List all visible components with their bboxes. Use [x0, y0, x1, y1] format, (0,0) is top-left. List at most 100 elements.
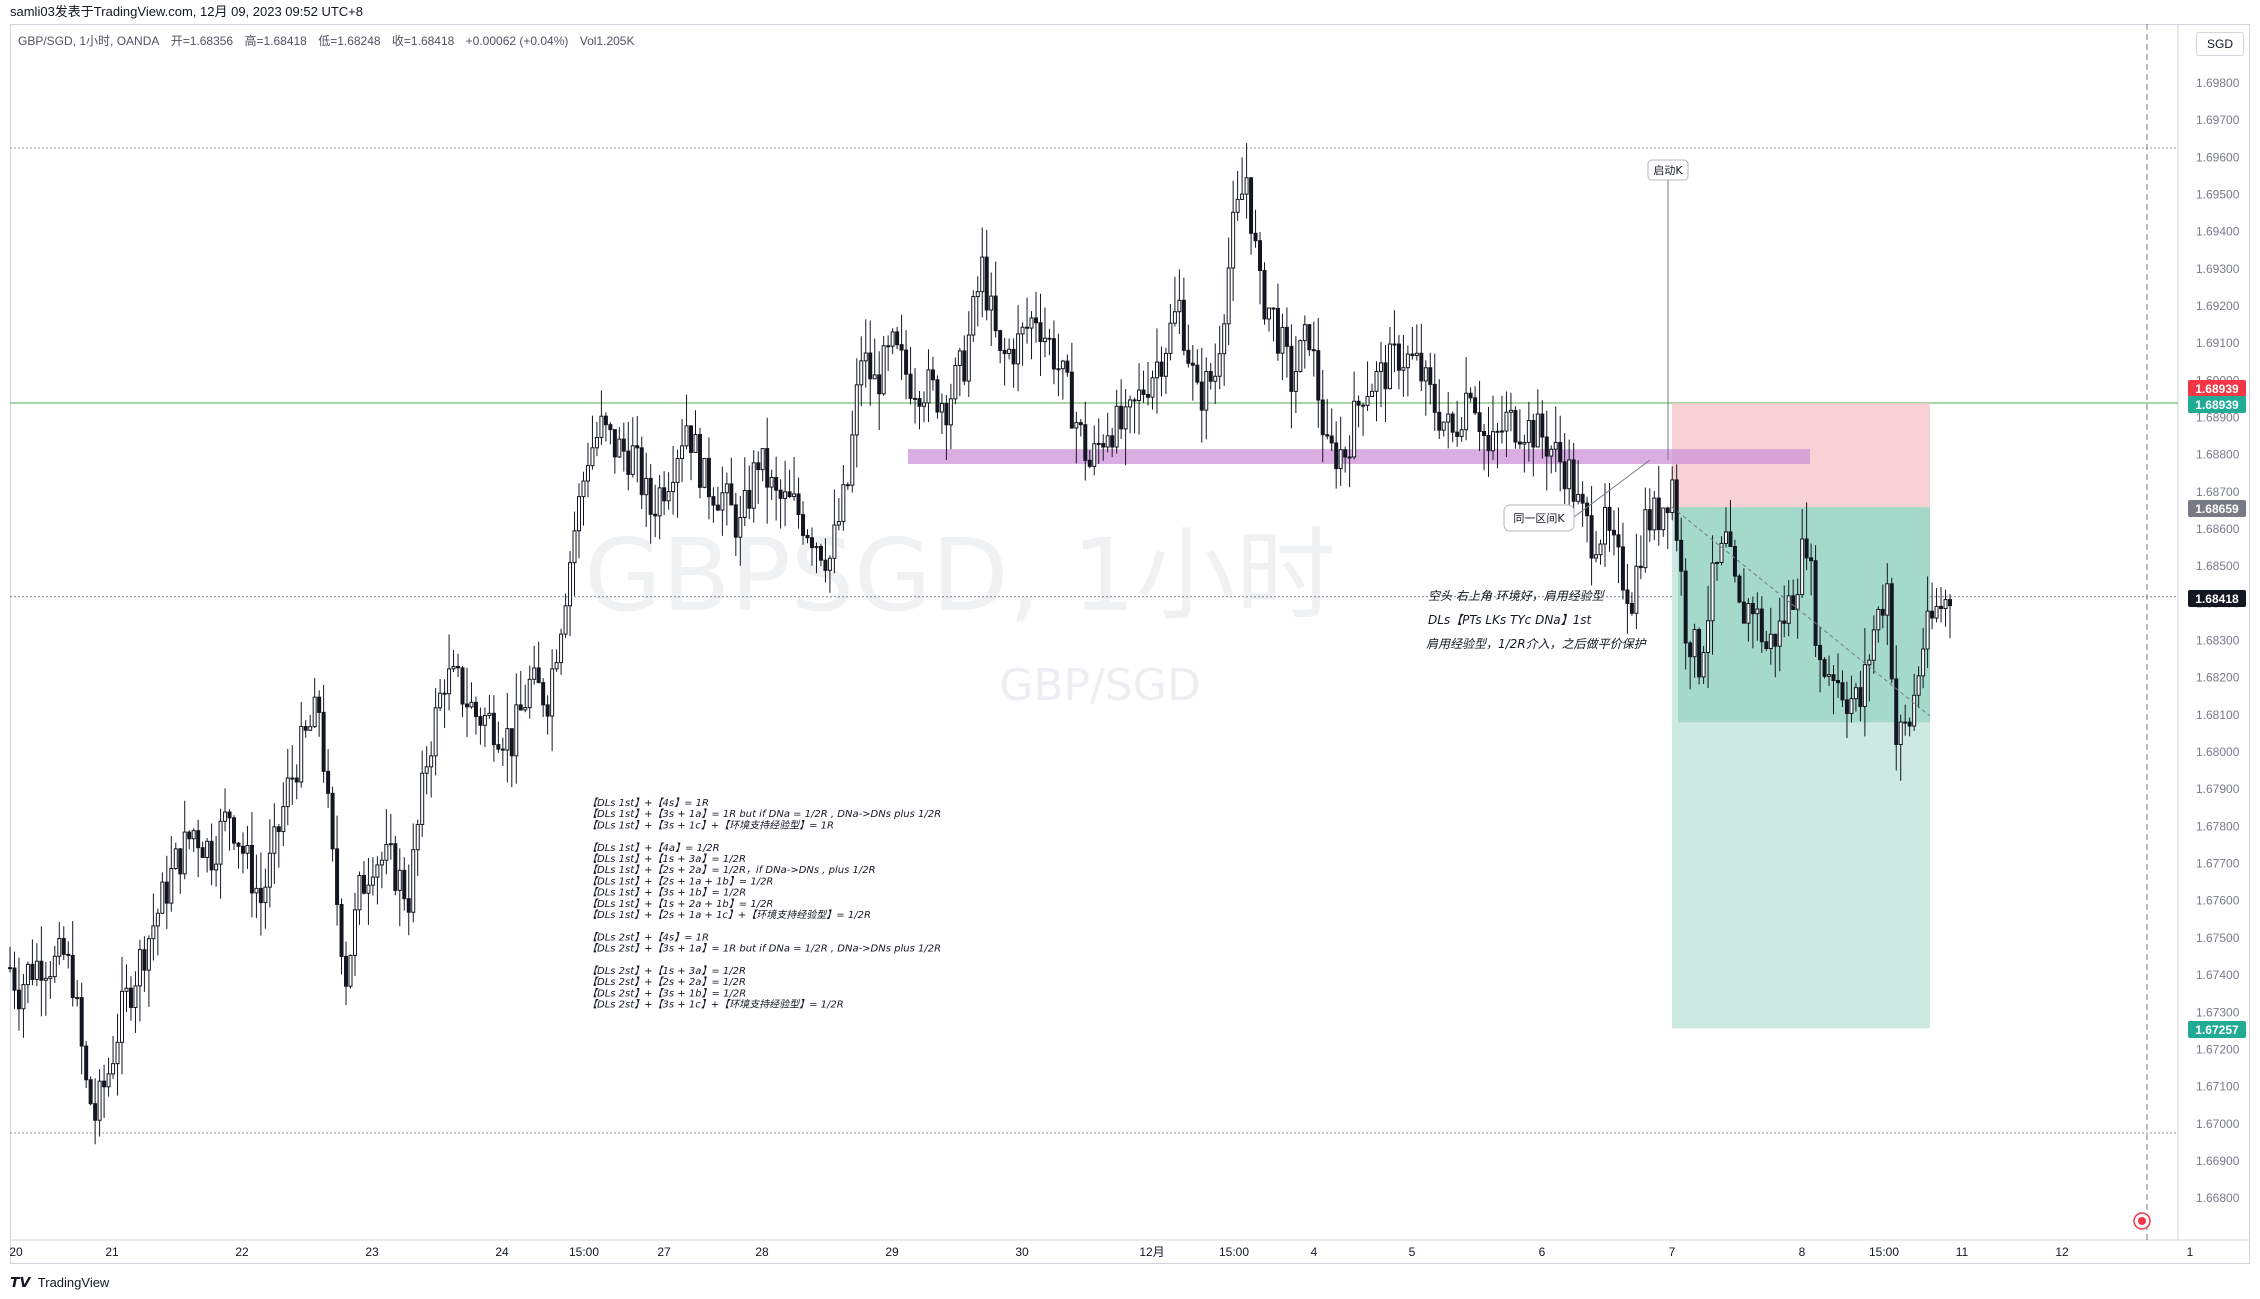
candle-up — [1862, 664, 1867, 707]
candle-down — [1858, 687, 1863, 707]
candle-down — [662, 487, 667, 502]
candle-down — [1307, 324, 1312, 351]
candle-down — [1078, 422, 1083, 426]
candle-up — [554, 662, 559, 670]
candle-up — [1535, 413, 1540, 448]
candle-down — [442, 692, 447, 695]
candle-down — [944, 402, 949, 426]
rules-note-line: 【DLs 2st】+【3s + 1b】= 1/2R — [587, 987, 746, 999]
candle-up — [1934, 605, 1939, 619]
candle-up — [872, 374, 877, 380]
candle-up — [863, 352, 868, 362]
candle-down — [1585, 502, 1590, 517]
candle-up — [115, 1041, 120, 1065]
candle-down — [1284, 326, 1289, 347]
candle-up — [1298, 340, 1303, 373]
price-label: 1.68939 — [2195, 398, 2239, 412]
candle-down — [1728, 531, 1733, 548]
candle-up — [1661, 507, 1666, 531]
candle-up — [1549, 448, 1554, 457]
legend-volume: Vol1.205K — [579, 34, 635, 48]
candle-up — [724, 483, 729, 494]
candle-down — [84, 1045, 89, 1081]
candle-up — [133, 985, 138, 1008]
rules-note-line: 【DLs 1st】+【3s + 1a】= 1R but if DNa = 1/2… — [587, 808, 941, 820]
candle-down — [294, 777, 299, 783]
candle-up — [599, 415, 604, 439]
callout-box — [1503, 504, 1575, 532]
candle-down — [1325, 434, 1330, 437]
candle-up — [312, 696, 317, 728]
candle-up — [953, 365, 958, 400]
candle-down — [1773, 633, 1778, 647]
candle-up — [926, 369, 931, 404]
candle-down — [1840, 682, 1845, 701]
x-tick-label: 24 — [495, 1245, 509, 1259]
candle-up — [1943, 599, 1948, 610]
candle-down — [729, 483, 734, 506]
candle-down — [1697, 629, 1702, 678]
candle-up — [881, 345, 886, 395]
rules-note-line: 【DLs 1st】+【1s + 2a + 1b】= 1/2R — [587, 898, 773, 910]
candle-down — [1195, 364, 1200, 383]
candle-down — [877, 374, 882, 395]
candle-up — [429, 755, 434, 768]
candle-up — [1096, 442, 1101, 445]
candle-up — [523, 707, 528, 711]
candle-down — [1513, 409, 1518, 443]
candle-down — [1818, 644, 1823, 661]
price-label: 1.68659 — [2195, 502, 2239, 516]
candle-up — [281, 806, 286, 833]
candle-down — [496, 744, 501, 750]
candle-up — [783, 491, 788, 499]
candle-down — [1531, 419, 1536, 448]
candle-up — [357, 874, 362, 911]
candle-up — [948, 398, 953, 426]
candle-up — [532, 667, 537, 680]
candle-down — [1316, 350, 1321, 401]
y-tick-label: 1.68500 — [2196, 559, 2240, 573]
x-tick-label: 15:00 — [569, 1245, 599, 1259]
candle-down — [1253, 232, 1258, 242]
candle-up — [1598, 543, 1603, 556]
candle-down — [1271, 307, 1276, 310]
currency-button[interactable]: SGD — [2196, 32, 2244, 56]
candle-up — [1370, 390, 1375, 397]
candle-down — [456, 665, 461, 669]
candle-up — [21, 984, 26, 1010]
candle-up — [384, 843, 389, 861]
candle-up — [581, 480, 586, 498]
candle-up — [272, 826, 277, 854]
price-label-bg — [2188, 590, 2246, 607]
candle-up — [1508, 409, 1513, 413]
candle-down — [1750, 602, 1755, 615]
candle-up — [1280, 326, 1285, 354]
x-tick-label: 28 — [755, 1245, 769, 1259]
candle-down — [1688, 642, 1693, 658]
candle-down — [1329, 435, 1334, 444]
y-tick-label: 1.67800 — [2196, 819, 2240, 833]
legend-symbol[interactable]: GBP/SGD, 1小时, OANDA — [18, 34, 160, 48]
candle-down — [209, 840, 214, 871]
candle-up — [169, 867, 174, 904]
rules-note-line: 【DLs 1st】+【2s + 1a + 1b】= 1/2R — [587, 875, 773, 887]
candle-up — [890, 331, 895, 347]
rules-note-line: 【DLs 1st】+【3s + 1b】= 1/2R — [587, 887, 746, 899]
y-tick-label: 1.67000 — [2196, 1117, 2240, 1131]
candle-down — [1051, 338, 1056, 370]
candle-down — [998, 330, 1003, 351]
candle-up — [1446, 413, 1451, 423]
candle-up — [120, 990, 125, 1043]
candle-down — [930, 369, 935, 381]
candle-up — [1464, 392, 1469, 431]
candle-down — [200, 847, 205, 858]
candle-down — [321, 711, 326, 772]
candle-down — [1804, 538, 1809, 559]
tradingview-logo-icon[interactable]: 𝙏𝙑 — [10, 1274, 31, 1290]
candle-up — [684, 425, 689, 447]
candle-up — [563, 605, 568, 635]
candle-down — [1141, 389, 1146, 395]
candle-down — [639, 447, 644, 496]
x-tick-label: 27 — [657, 1245, 671, 1259]
